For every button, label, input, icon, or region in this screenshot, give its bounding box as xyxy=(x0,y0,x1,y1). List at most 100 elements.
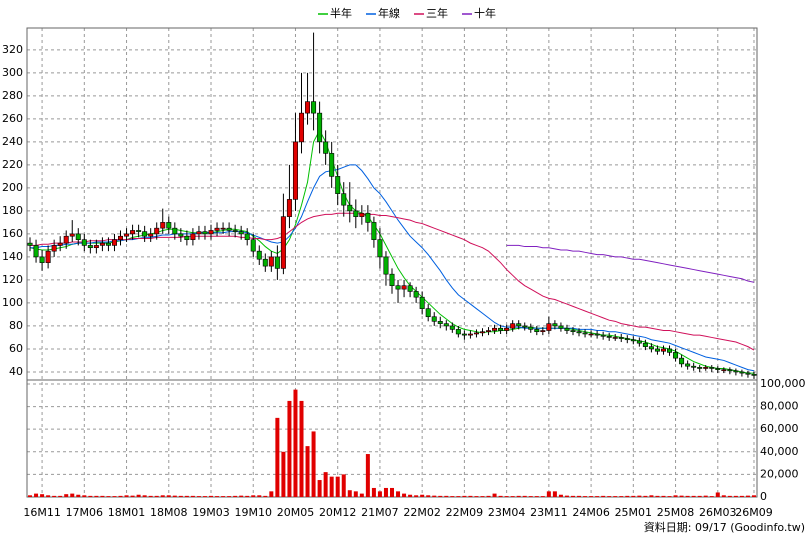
volume-bar xyxy=(263,495,268,497)
volume-bar xyxy=(667,496,672,497)
x-tick-label: 26M03 xyxy=(699,506,737,519)
x-tick-label: 20M12 xyxy=(319,506,357,519)
volume-bar xyxy=(589,496,594,497)
volume-bar xyxy=(751,495,756,497)
volume-bar xyxy=(311,431,316,497)
volume-bar xyxy=(52,495,57,497)
candle-body xyxy=(401,285,407,290)
y-tick-label: 100 xyxy=(2,296,23,309)
volume-bar xyxy=(685,495,690,497)
y-tick-label: 180 xyxy=(2,204,23,217)
volume-bar xyxy=(450,496,455,497)
y2-tick-label: 80,000 xyxy=(760,400,799,413)
candle-body xyxy=(329,153,335,177)
volume-bar xyxy=(299,400,304,497)
candle-body xyxy=(238,231,244,235)
volume-bar xyxy=(655,495,660,497)
candle-body xyxy=(558,325,564,329)
volume-bar xyxy=(649,495,654,497)
volume-bar xyxy=(444,495,449,497)
candle-body xyxy=(87,245,93,249)
volume-bar xyxy=(136,494,141,497)
candle-body xyxy=(292,141,298,200)
volume-bar xyxy=(209,495,214,497)
candle-body xyxy=(564,327,570,331)
candle-body xyxy=(461,333,467,336)
volume-bar xyxy=(625,495,630,497)
y2-tick-label: 60,000 xyxy=(760,422,799,435)
volume-bar xyxy=(456,496,461,497)
volume-bar xyxy=(583,496,588,497)
y-tick-label: 300 xyxy=(2,66,23,79)
candle-body xyxy=(178,233,184,237)
candle-body xyxy=(419,296,425,309)
candle-body xyxy=(624,338,630,341)
candle-body xyxy=(679,357,685,365)
volume-bar xyxy=(721,495,726,497)
candle-body xyxy=(226,227,232,231)
volume-bar xyxy=(402,493,407,497)
volume-bar xyxy=(534,496,539,497)
volume-bar xyxy=(88,495,93,497)
candle-body xyxy=(437,321,443,324)
volume-bar xyxy=(619,496,624,497)
x-tick-label: 23M11 xyxy=(530,506,568,519)
x-tick-label: 19M03 xyxy=(192,506,230,519)
candle-body xyxy=(522,325,528,328)
x-tick-label: 22M02 xyxy=(403,506,441,519)
volume-bar xyxy=(522,495,527,497)
volume-bar xyxy=(335,476,340,497)
candle-body xyxy=(305,101,311,114)
x-tick-label: 25M01 xyxy=(615,506,653,519)
volume-bar xyxy=(293,389,298,497)
candle-body xyxy=(546,323,552,331)
volume-bar xyxy=(408,494,413,497)
volume-bar xyxy=(595,496,600,497)
candle-body xyxy=(395,285,401,290)
volume-bar xyxy=(510,496,515,497)
volume-bar xyxy=(546,491,551,497)
volume-bar xyxy=(558,494,563,497)
volume-bar xyxy=(239,495,244,497)
volume-bar xyxy=(257,495,262,497)
candle-body xyxy=(479,331,485,334)
volume-bar xyxy=(227,496,232,497)
volume-bar xyxy=(287,400,292,497)
volume-bar xyxy=(58,495,63,497)
candle-body xyxy=(202,231,208,235)
candle-body xyxy=(642,342,648,347)
candle-body xyxy=(552,323,558,327)
x-tick-label: 23M04 xyxy=(488,506,526,519)
volume-bar xyxy=(148,495,153,497)
volume-bar xyxy=(124,495,129,497)
volume-bar xyxy=(462,495,467,497)
x-tick-label: 26M09 xyxy=(735,506,773,519)
candle-body xyxy=(534,329,540,332)
legend-label: 三年 xyxy=(426,6,448,20)
candle-body xyxy=(27,242,33,246)
volume-bar xyxy=(745,495,750,497)
x-tick-label: 20M05 xyxy=(277,506,315,519)
volume-bar xyxy=(28,495,33,497)
candle-body xyxy=(274,256,280,269)
ma-line xyxy=(506,244,755,283)
volume-bar xyxy=(637,495,642,497)
y2-tick-label: 0 xyxy=(760,490,767,503)
volume-bar xyxy=(577,495,582,497)
volume-bar xyxy=(426,495,431,497)
footer: 資料日期: 09/17 (Goodinfo.tw) xyxy=(644,520,805,534)
candle-body xyxy=(365,212,371,223)
volume-bar xyxy=(492,493,497,497)
candle-body xyxy=(69,233,75,237)
volume-bar xyxy=(94,495,99,497)
candle-body xyxy=(745,372,751,375)
candle-body xyxy=(208,230,214,235)
volume-bar xyxy=(269,491,274,497)
candle-body xyxy=(75,233,81,240)
candle-body xyxy=(244,233,250,240)
candle-body xyxy=(286,199,292,217)
candle-body xyxy=(39,256,45,263)
volume-bar xyxy=(190,495,195,497)
